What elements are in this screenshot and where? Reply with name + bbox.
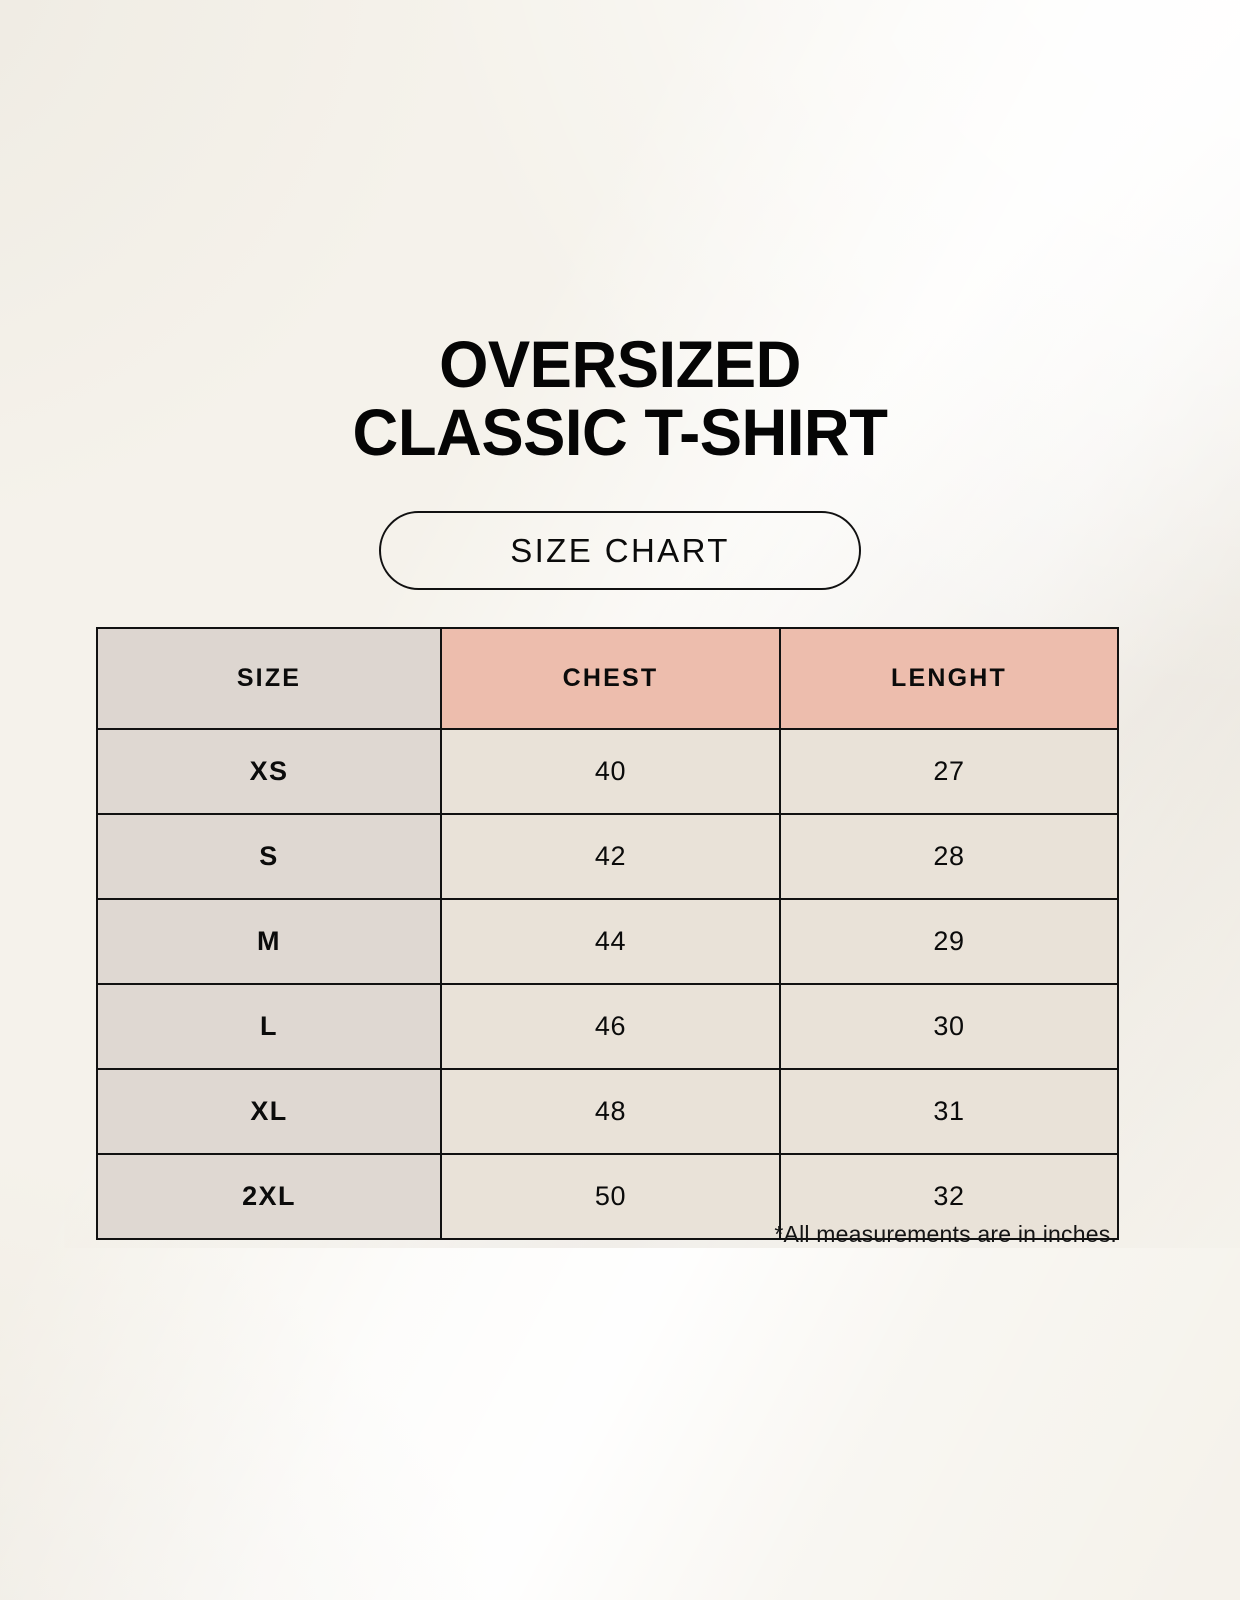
cell-chest: 46: [440, 983, 781, 1070]
table-row: XL 48 31: [96, 1068, 1119, 1155]
column-header-size: SIZE: [96, 627, 442, 730]
table-header: SIZE CHEST LENGHT: [96, 627, 1119, 730]
page-title: OVERSIZED CLASSIC T-SHIRT: [0, 330, 1240, 466]
title-line-2: CLASSIC T-SHIRT: [352, 395, 888, 469]
cell-length: 30: [779, 983, 1119, 1070]
table-header-row: SIZE CHEST LENGHT: [96, 627, 1119, 730]
size-chart-badge: SIZE CHART: [379, 511, 861, 590]
size-chart-table-wrap: SIZE CHEST LENGHT XS 40 27 S 42 28 M: [96, 627, 1119, 1240]
size-chart-table: SIZE CHEST LENGHT XS 40 27 S 42 28 M: [96, 627, 1119, 1240]
table-row: M 44 29: [96, 898, 1119, 985]
cell-length: 28: [779, 813, 1119, 900]
cell-size: XS: [96, 728, 442, 815]
table-row: L 46 30: [96, 983, 1119, 1070]
table-row: S 42 28: [96, 813, 1119, 900]
size-chart-badge-wrap: SIZE CHART: [0, 511, 1240, 590]
cell-chest: 48: [440, 1068, 781, 1155]
cell-chest: 44: [440, 898, 781, 985]
table-body: XS 40 27 S 42 28 M 44 29 L 46 30: [96, 728, 1119, 1240]
size-chart-badge-label: SIZE CHART: [510, 531, 730, 569]
cell-length: 29: [779, 898, 1119, 985]
cell-size: XL: [96, 1068, 442, 1155]
cell-size: L: [96, 983, 442, 1070]
cell-length: 31: [779, 1068, 1119, 1155]
table-row: XS 40 27: [96, 728, 1119, 815]
column-header-chest: CHEST: [440, 627, 781, 730]
cell-size: M: [96, 898, 442, 985]
cell-length: 27: [779, 728, 1119, 815]
measurements-footnote: *All measurements are in inches.: [774, 1221, 1117, 1247]
cell-chest: 40: [440, 728, 781, 815]
cell-chest: 42: [440, 813, 781, 900]
title-line-1: OVERSIZED: [439, 327, 801, 401]
column-header-length: LENGHT: [779, 627, 1119, 730]
cell-size: S: [96, 813, 442, 900]
